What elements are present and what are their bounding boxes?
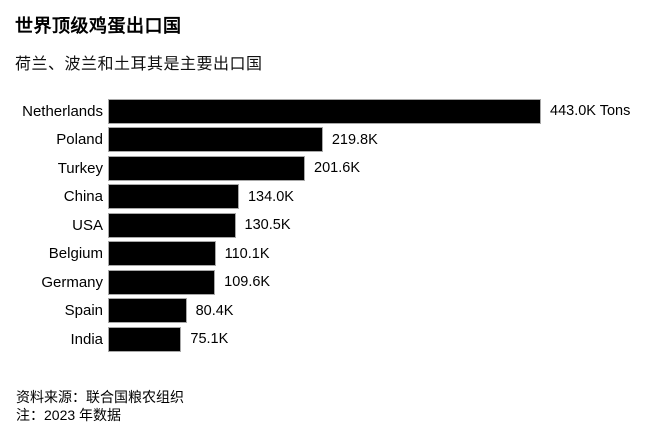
bar-row: Belgium 110.1K — [15, 240, 634, 269]
bar-track: 130.5K — [108, 212, 634, 238]
bar-value-label: 201.6K — [314, 160, 361, 177]
bar-category-label: Turkey — [57, 159, 103, 177]
bar-row: Turkey 201.6K — [15, 154, 634, 183]
bar — [108, 326, 182, 352]
bar — [108, 127, 323, 153]
bar-row: Germany 109.6K — [15, 268, 634, 297]
bar-category-label: India — [70, 330, 103, 348]
bar-row: India 75.1K — [15, 325, 634, 354]
chart-subtitle: 荷兰、波兰和土耳其是主要出口国 — [15, 56, 263, 73]
bar-value-label: 134.0K — [247, 188, 294, 205]
bar-track: 134.0K — [108, 184, 634, 210]
bar — [108, 269, 216, 295]
bar-track: 219.8K — [108, 127, 634, 153]
bar-value-label: 109.6K — [224, 274, 271, 291]
bar-chart: Netherlands 443.0K Tons Poland 219.8K Turkey… — [15, 97, 634, 354]
bar-category-label: Spain — [64, 302, 103, 320]
bar-category-label: Belgium — [48, 245, 103, 263]
bar-value-label: 110.1K — [224, 245, 270, 262]
source-note: 资料来源：联合国粮农组织 — [16, 389, 184, 405]
bar — [108, 184, 239, 210]
chart-footer: 资料来源：联合国粮农组织 注：2023 年数据 — [16, 388, 184, 424]
bar-category-label: USA — [72, 216, 103, 234]
bar-row: Netherlands 443.0K Tons — [15, 97, 634, 126]
bar-value-label: 443.0K Tons — [550, 103, 631, 120]
bar-track: 75.1K — [108, 326, 634, 352]
bar — [108, 98, 541, 124]
bar-category-label: Poland — [56, 131, 103, 149]
bar — [108, 212, 236, 238]
bar-track: 201.6K — [108, 155, 634, 181]
bar-row: Poland 219.8K — [15, 126, 634, 155]
bar-track: 80.4K — [108, 298, 634, 324]
bar — [108, 241, 216, 267]
chart-title: 世界顶级鸡蛋出口国 — [15, 16, 182, 36]
bar-value-label: 130.5K — [244, 217, 291, 234]
bar-value-label: 75.1K — [190, 331, 229, 348]
bar — [108, 155, 306, 181]
bar-track: 109.6K — [108, 269, 634, 295]
bar-value-label: 219.8K — [331, 131, 378, 148]
bar-value-label: 80.4K — [195, 302, 234, 319]
bar — [108, 298, 187, 324]
bar-row: China 134.0K — [15, 183, 634, 212]
bar-row: Spain 80.4K — [15, 297, 634, 326]
bar-category-label: Germany — [41, 273, 103, 291]
data-note: 注：2023 年数据 — [16, 407, 122, 423]
bar-category-label: China — [63, 188, 103, 206]
bar-row: USA 130.5K — [15, 211, 634, 240]
bar-track: 110.1K — [108, 241, 634, 267]
bar-category-label: Netherlands — [22, 102, 103, 120]
bar-track: 443.0K Tons — [108, 98, 634, 124]
